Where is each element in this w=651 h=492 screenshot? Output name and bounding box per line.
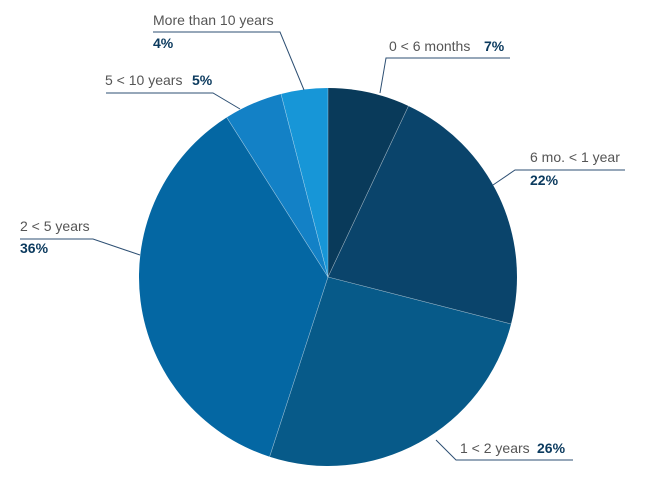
- slice-value-label: 7%: [484, 38, 505, 54]
- slice-value-label: 26%: [537, 440, 566, 456]
- slice-label: 0 < 6 months: [389, 38, 470, 54]
- slice-value-label: 5%: [192, 72, 213, 88]
- leader-line: [106, 92, 241, 110]
- slice-value-label: 22%: [530, 172, 559, 188]
- slice-separator: [269, 276, 329, 457]
- slice-labels: 0 < 6 months 7% 6 mo. < 1 year 22% 1 < 2 yea…: [20, 12, 620, 456]
- slice-label: More than 10 years: [153, 12, 274, 28]
- pie-slice: [281, 88, 328, 277]
- leader-line: [153, 31, 305, 91]
- pie-slice: [328, 88, 409, 277]
- slice-separator: [327, 276, 512, 325]
- slice-label: 1 < 2 years: [460, 440, 530, 456]
- pie-slices: [138, 88, 517, 466]
- pie-slice: [226, 93, 328, 277]
- leader-line: [492, 169, 625, 186]
- slice-label: 5 < 10 years: [105, 72, 182, 88]
- leader-line: [435, 439, 573, 461]
- pie-slice: [328, 105, 517, 325]
- slice-label: 2 < 5 years: [20, 218, 90, 234]
- leader-line: [20, 238, 141, 256]
- slice-separator: [327, 105, 409, 278]
- slice-separator: [226, 117, 329, 278]
- leader-line: [379, 57, 510, 94]
- pie-slice: [138, 117, 328, 457]
- leader-lines: [20, 31, 625, 461]
- slice-label: 6 mo. < 1 year: [530, 149, 620, 165]
- slice-value-label: 4%: [153, 35, 174, 51]
- slice-separator: [280, 93, 329, 278]
- slice-value-label: 36%: [20, 240, 49, 256]
- pie-slice: [269, 277, 512, 466]
